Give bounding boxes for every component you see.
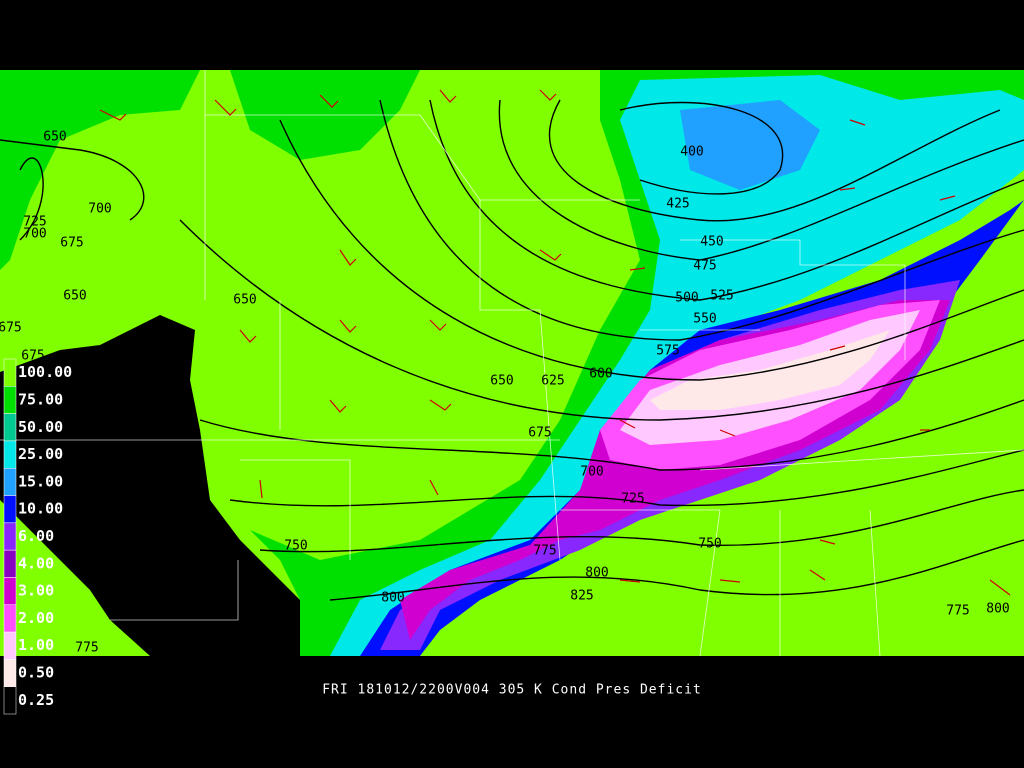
contour-label: 775 bbox=[75, 641, 98, 656]
legend-swatch bbox=[3, 631, 17, 660]
borders bbox=[0, 70, 1024, 657]
legend-swatch bbox=[3, 604, 17, 633]
legend-swatch bbox=[3, 413, 17, 442]
contour-label: 450 bbox=[700, 235, 723, 250]
legend-swatch bbox=[3, 386, 17, 414]
contour-label: 775 bbox=[946, 604, 969, 619]
contour-label: 700 bbox=[88, 202, 111, 217]
contour-line bbox=[0, 139, 145, 241]
contour-label: 675 bbox=[0, 321, 22, 336]
contour-label: 800 bbox=[986, 602, 1009, 617]
contour-label: 725 bbox=[621, 492, 644, 507]
wind-barbs bbox=[99, 89, 1011, 596]
legend-swatch bbox=[3, 686, 17, 715]
legend-swatch bbox=[3, 522, 17, 551]
legend-swatch bbox=[3, 358, 17, 387]
contour-label: 700 bbox=[580, 465, 603, 480]
contour-label: 800 bbox=[585, 566, 608, 581]
contour-label: 625 bbox=[541, 374, 564, 389]
contour-line bbox=[429, 99, 1024, 301]
contour-line bbox=[199, 399, 1024, 471]
contour-label: 400 bbox=[680, 145, 703, 160]
legend-swatch bbox=[3, 440, 17, 469]
contour-label: 650 bbox=[490, 374, 513, 389]
legend-label: 0.50 bbox=[18, 664, 54, 682]
legend-swatch bbox=[3, 467, 17, 496]
contour-line bbox=[179, 219, 1024, 421]
legend-swatch bbox=[3, 495, 17, 524]
contour-label: 600 bbox=[589, 367, 612, 382]
contour-label: 775 bbox=[533, 544, 556, 559]
contour-label: 475 bbox=[693, 259, 716, 274]
contour-label: 575 bbox=[656, 344, 679, 359]
contour-label: 425 bbox=[666, 197, 689, 212]
legend-swatch bbox=[3, 659, 17, 687]
caption: FRI 181012/2200V004 305 K Cond Pres Defi… bbox=[322, 683, 702, 698]
contours bbox=[0, 99, 1024, 601]
contour-line bbox=[279, 119, 1024, 381]
contour-line bbox=[259, 489, 1024, 553]
moist-area bbox=[0, 70, 200, 270]
contour-label: 675 bbox=[60, 236, 83, 251]
legend-label: 2.00 bbox=[18, 609, 54, 627]
contour-label: 700 bbox=[23, 227, 46, 242]
legend-swatch bbox=[3, 577, 17, 606]
legend-label: 4.00 bbox=[18, 554, 54, 572]
contour-label: 750 bbox=[698, 537, 721, 552]
no-data-area bbox=[0, 315, 300, 656]
legend-label: 75.00 bbox=[18, 390, 63, 408]
wind-barb bbox=[99, 89, 1011, 596]
contour-line bbox=[498, 99, 1024, 261]
legend-label: 0.25 bbox=[18, 691, 54, 709]
contour-label: 675 bbox=[528, 426, 551, 441]
contour-label: 750 bbox=[284, 539, 307, 554]
contour-label: 525 bbox=[710, 289, 733, 304]
legend-label: 6.00 bbox=[18, 527, 54, 545]
legend-label: 10.00 bbox=[18, 500, 63, 518]
contour-label: 800 bbox=[381, 591, 404, 606]
contour-label: 500 bbox=[675, 291, 698, 306]
legend-label: 50.00 bbox=[18, 418, 63, 436]
legend-swatch bbox=[3, 549, 17, 578]
contour-line bbox=[548, 99, 1001, 222]
contour-line bbox=[619, 101, 784, 195]
legend: 100.00 75.00 50.00 25.00 15.00 10.00 6.00 4.00 3… bbox=[3, 358, 72, 715]
legend-label: 15.00 bbox=[18, 472, 63, 490]
state-border bbox=[0, 70, 1024, 657]
legend-label: 25.00 bbox=[18, 445, 63, 463]
contour-label: 650 bbox=[43, 130, 66, 145]
contour-label: 725 bbox=[23, 215, 46, 230]
contour-label: 650 bbox=[233, 293, 256, 308]
contour-line bbox=[229, 449, 1024, 507]
contour-label: 825 bbox=[570, 589, 593, 604]
legend-label: 100.00 bbox=[18, 363, 72, 381]
legend-label: 3.00 bbox=[18, 582, 54, 600]
contour-label: 675 bbox=[21, 349, 44, 364]
legend-label: 1.00 bbox=[18, 636, 54, 654]
moist-area bbox=[680, 100, 820, 190]
contour-label: 550 bbox=[693, 312, 716, 327]
contour-line bbox=[329, 539, 1024, 601]
contour-label: 650 bbox=[63, 289, 86, 304]
contour-line bbox=[379, 99, 1024, 341]
